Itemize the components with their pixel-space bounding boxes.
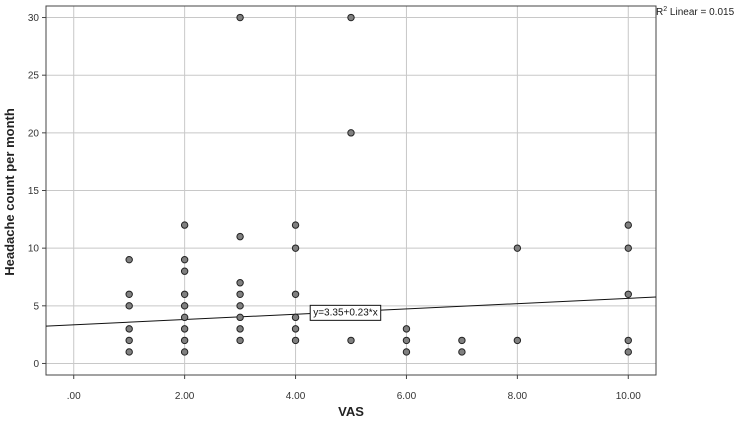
data-point: [180, 348, 189, 356]
data-point: [236, 336, 244, 345]
data-point: [236, 302, 244, 310]
data-point: [236, 279, 244, 287]
data-point: [236, 13, 244, 22]
r-squared-prefix: R: [656, 7, 663, 18]
data-point: [180, 302, 189, 310]
x-tick-label: 6.00: [397, 391, 417, 402]
x-tick-label: 4.00: [286, 391, 306, 402]
data-point: [624, 244, 632, 252]
data-point: [291, 313, 300, 322]
fit-equation-text: y=3.35+0.23*x: [313, 307, 378, 318]
fit-equation-label: y=3.35+0.23*x: [309, 304, 382, 321]
data-point: [347, 336, 355, 345]
data-point: [180, 267, 189, 275]
y-tick-label: 15: [28, 186, 40, 197]
data-point: [180, 255, 189, 264]
r-squared-superscript: 2: [663, 6, 667, 13]
data-point: [180, 221, 189, 229]
y-tick-label: 0: [33, 359, 39, 370]
data-point: [458, 336, 466, 345]
data-point: [180, 325, 189, 333]
data-point: [402, 348, 411, 356]
x-tick-label: 8.00: [508, 391, 528, 402]
data-point: [291, 290, 300, 298]
data-point: [291, 244, 300, 252]
data-point: [624, 221, 632, 229]
data-point: [513, 336, 522, 345]
data-point: [180, 336, 189, 345]
data-point: [291, 325, 300, 333]
y-tick-label: 30: [28, 13, 40, 24]
y-axis: 0 5 10 15 20 25 30: [28, 13, 46, 370]
y-tick-label: 10: [28, 244, 40, 255]
x-tick-label: .00: [67, 391, 81, 402]
r-squared-text: Linear = 0.015: [667, 7, 734, 18]
r-squared-label: R2 Linear = 0.015: [656, 6, 735, 18]
data-point: [236, 325, 244, 333]
data-point: [347, 129, 355, 137]
data-point: [125, 325, 133, 333]
data-point: [624, 290, 632, 298]
data-point: [291, 336, 300, 345]
y-axis-title: Headache count per month: [2, 108, 17, 276]
y-tick-label: 25: [28, 71, 40, 82]
data-point: [125, 290, 133, 298]
data-point: [236, 232, 244, 241]
data-point: [125, 336, 133, 345]
data-point: [125, 255, 133, 264]
data-point: [458, 348, 466, 356]
y-tick-label: 20: [28, 128, 40, 139]
data-point: [347, 13, 355, 22]
points: [125, 13, 632, 356]
data-point: [236, 290, 244, 298]
data-point: [125, 302, 133, 310]
data-point: [624, 348, 632, 356]
x-axis-title: VAS: [338, 404, 364, 419]
data-point: [236, 313, 244, 322]
data-point: [624, 336, 632, 345]
data-point: [180, 290, 189, 298]
data-point: [402, 336, 411, 345]
data-point: [125, 348, 133, 356]
y-tick-label: 5: [33, 301, 39, 312]
x-tick-label: 2.00: [175, 391, 195, 402]
data-point: [402, 325, 411, 333]
data-point: [291, 221, 300, 229]
data-point: [180, 313, 189, 322]
fit-equation-box: [309, 304, 382, 321]
data-point: [513, 244, 522, 252]
x-tick-label: 10.00: [616, 391, 641, 402]
x-axis: .00 2.00 4.00 6.00 8.00 10.00: [67, 375, 641, 402]
